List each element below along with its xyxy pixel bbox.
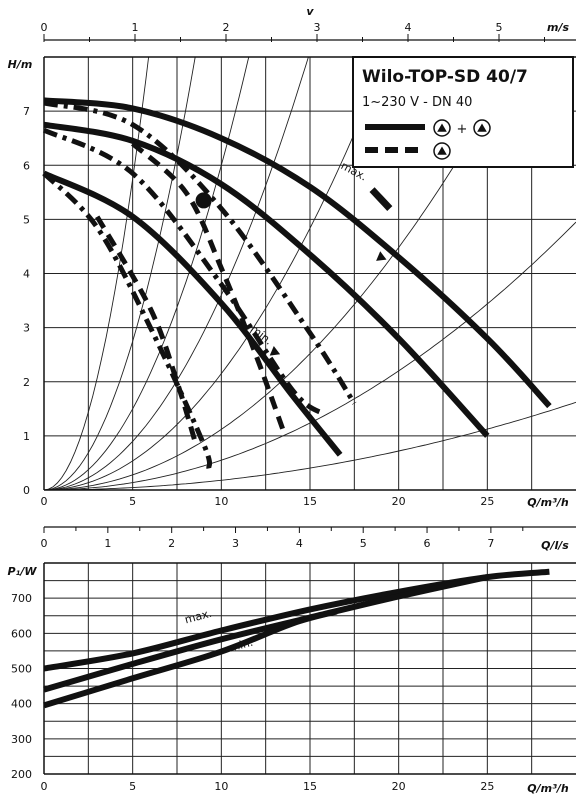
- q-tick-label: 25: [480, 495, 494, 508]
- p-axis-label: P₁/W: [7, 565, 37, 578]
- head-curve-dashed-7: [95, 215, 199, 448]
- p-tick-label: 600: [11, 627, 32, 640]
- q2-tick-label: 10: [214, 780, 228, 793]
- q-tick-label: 0: [41, 495, 48, 508]
- power-curve-2: [43, 608, 338, 709]
- p-tick-label: 500: [11, 663, 32, 676]
- system-curve: [43, 56, 196, 491]
- v-tick-label: 1: [132, 21, 139, 34]
- p-tick-label: 700: [11, 592, 32, 605]
- direction-marker: [269, 346, 281, 356]
- q2-axis-label: Q/m³/h: [527, 782, 569, 795]
- h-tick-label: 6: [23, 159, 30, 172]
- q2-tick-label: 20: [392, 780, 406, 793]
- ls-tick-label: 4: [296, 537, 303, 550]
- h-tick-label: 5: [23, 213, 30, 226]
- system-curve: [43, 56, 150, 491]
- head-curve-solid-0: [43, 97, 552, 409]
- q2-tick-label: 0: [41, 780, 48, 793]
- ls-tick-label: 6: [424, 537, 431, 550]
- v-tick-label: 4: [405, 21, 412, 34]
- q2-tick-label: 5: [129, 780, 136, 793]
- legend-plus: +: [457, 122, 468, 137]
- p-tick-label: 300: [11, 733, 32, 746]
- system-curve: [44, 401, 576, 491]
- ls-tick-label: 1: [104, 537, 111, 550]
- h-tick-label: 7: [23, 105, 30, 118]
- v-tick-label: 5: [496, 21, 503, 34]
- direction-marker: [376, 251, 387, 261]
- ls-tick-label: 3: [232, 537, 239, 550]
- chart-subtitle: 1~230 V - DN 40: [362, 95, 472, 110]
- v-axis-unit: m/s: [547, 21, 569, 34]
- q-tick-label: 20: [392, 495, 406, 508]
- ls-tick-label: 0: [41, 537, 48, 550]
- h-axis-label: H/m: [8, 58, 33, 71]
- head-curve-dashdot-4: [42, 127, 326, 417]
- legend: Wilo-TOP-SD 40/7 1~230 V - DN 40 +: [352, 56, 574, 168]
- power-min-label: min.: [228, 636, 255, 655]
- h-tick-label: 3: [23, 322, 30, 335]
- head-curve-dashdot-5: [42, 171, 213, 469]
- legend-symbol-b-triangle: [477, 123, 487, 132]
- h-tick-label: 2: [23, 376, 30, 389]
- q2-tick-label: 15: [303, 780, 317, 793]
- q-axis-label: Q/m³/h: [527, 496, 569, 509]
- ls-axis-label: Q/l/s: [541, 539, 569, 552]
- head-curve-solid-1: [43, 121, 490, 438]
- p-tick-label: 400: [11, 698, 32, 711]
- series: max.min.max.min.: [42, 97, 552, 709]
- direction-marker: [369, 187, 393, 211]
- power-curve-1: [43, 574, 488, 693]
- v-tick-label: 2: [223, 21, 230, 34]
- q-tick-label: 5: [129, 495, 136, 508]
- head-curve-dashdot-3: [43, 100, 357, 405]
- h-tick-label: 4: [23, 268, 30, 281]
- q2-tick-label: 25: [480, 780, 494, 793]
- h-tick-label: 0: [23, 484, 30, 497]
- p-tick-label: 200: [11, 768, 32, 781]
- ls-tick-label: 2: [168, 537, 175, 550]
- grid: [44, 57, 576, 774]
- system-curve: [44, 221, 576, 491]
- legend-symbol-c-triangle: [437, 146, 447, 155]
- v-axis-label: v: [306, 5, 314, 18]
- chart-title: Wilo-TOP-SD 40/7: [362, 67, 528, 87]
- legend-symbol-a-triangle: [437, 123, 447, 132]
- ls-tick-label: 5: [360, 537, 367, 550]
- head-curve-dashed-6: [131, 141, 288, 437]
- operating-point-marker: [195, 192, 212, 209]
- system-curve: [43, 56, 387, 491]
- v-tick-label: 3: [314, 21, 321, 34]
- power-max-label: max.: [183, 607, 213, 627]
- q-tick-label: 10: [214, 495, 228, 508]
- ls-tick-label: 7: [487, 537, 494, 550]
- h-tick-label: 1: [23, 430, 30, 443]
- head-curve-solid-2: [42, 170, 343, 457]
- v-tick-label: 0: [41, 21, 48, 34]
- q-tick-label: 15: [303, 495, 317, 508]
